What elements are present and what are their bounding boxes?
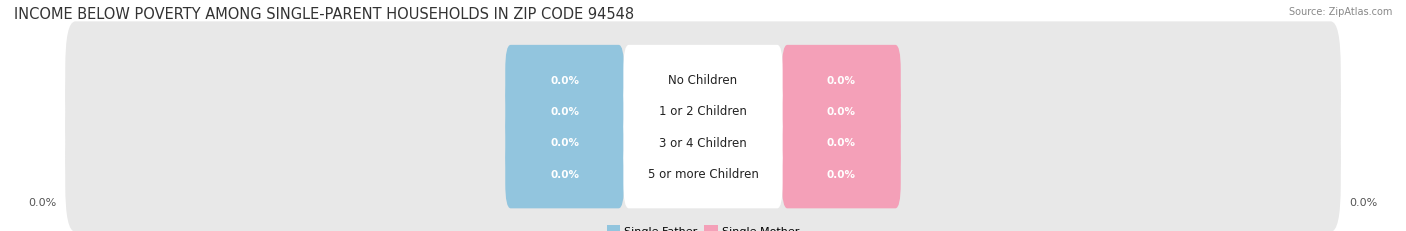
Text: Source: ZipAtlas.com: Source: ZipAtlas.com bbox=[1288, 7, 1392, 17]
Text: 0.0%: 0.0% bbox=[550, 169, 579, 179]
Text: 0.0%: 0.0% bbox=[550, 106, 579, 116]
FancyBboxPatch shape bbox=[782, 108, 901, 177]
FancyBboxPatch shape bbox=[65, 53, 1341, 170]
Text: 0.0%: 0.0% bbox=[1350, 197, 1378, 207]
Text: 0.0%: 0.0% bbox=[550, 138, 579, 148]
FancyBboxPatch shape bbox=[65, 116, 1341, 231]
Text: 0.0%: 0.0% bbox=[827, 169, 856, 179]
Text: 0.0%: 0.0% bbox=[827, 106, 856, 116]
FancyBboxPatch shape bbox=[623, 139, 783, 208]
Text: 3 or 4 Children: 3 or 4 Children bbox=[659, 136, 747, 149]
FancyBboxPatch shape bbox=[623, 108, 783, 177]
Text: No Children: No Children bbox=[668, 74, 738, 87]
Text: INCOME BELOW POVERTY AMONG SINGLE-PARENT HOUSEHOLDS IN ZIP CODE 94548: INCOME BELOW POVERTY AMONG SINGLE-PARENT… bbox=[14, 7, 634, 22]
FancyBboxPatch shape bbox=[65, 85, 1341, 201]
FancyBboxPatch shape bbox=[505, 139, 624, 208]
Text: 1 or 2 Children: 1 or 2 Children bbox=[659, 105, 747, 118]
FancyBboxPatch shape bbox=[505, 77, 624, 146]
FancyBboxPatch shape bbox=[623, 46, 783, 115]
Text: 0.0%: 0.0% bbox=[550, 75, 579, 85]
Legend: Single Father, Single Mother: Single Father, Single Mother bbox=[602, 221, 804, 231]
FancyBboxPatch shape bbox=[505, 46, 624, 115]
FancyBboxPatch shape bbox=[505, 108, 624, 177]
Text: 0.0%: 0.0% bbox=[28, 197, 56, 207]
Text: 5 or more Children: 5 or more Children bbox=[648, 167, 758, 180]
FancyBboxPatch shape bbox=[782, 139, 901, 208]
FancyBboxPatch shape bbox=[623, 77, 783, 146]
FancyBboxPatch shape bbox=[782, 77, 901, 146]
Text: 0.0%: 0.0% bbox=[827, 75, 856, 85]
Text: 0.0%: 0.0% bbox=[827, 138, 856, 148]
FancyBboxPatch shape bbox=[782, 46, 901, 115]
FancyBboxPatch shape bbox=[65, 22, 1341, 138]
